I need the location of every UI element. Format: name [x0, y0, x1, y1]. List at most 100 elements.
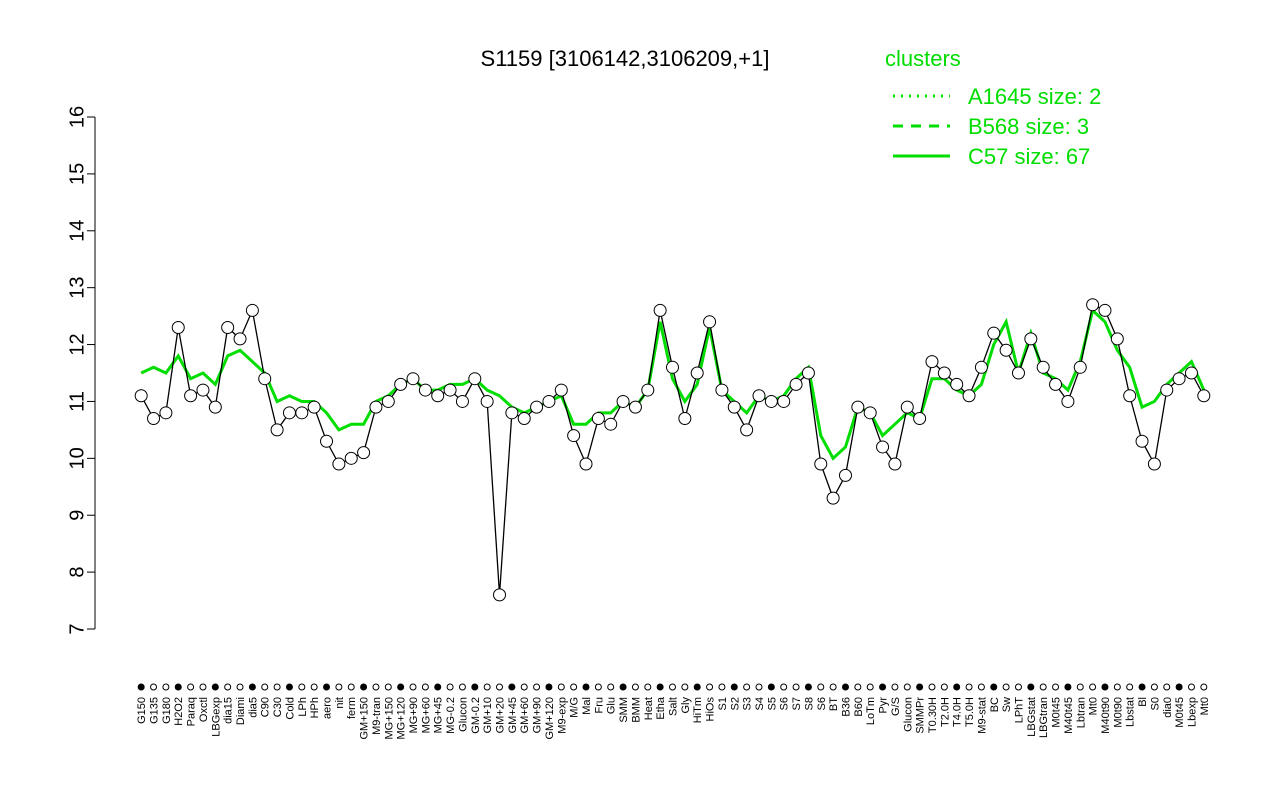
x-tick-label: aero: [322, 697, 334, 719]
data-point: [530, 400, 544, 414]
x-tick-label: S2: [729, 697, 741, 710]
x-tick-label: LBGexp: [210, 697, 222, 737]
y-tick-label: 11: [66, 391, 88, 412]
data-point: [332, 457, 346, 471]
x-tick-label: Lbexp: [1186, 697, 1198, 727]
x-marker: [693, 683, 701, 691]
data-point: [616, 394, 630, 408]
x-tick-label: Etha: [655, 696, 667, 720]
chart-title: S1159 [3106142,3106209,+1]: [481, 46, 770, 71]
x-tick-label: Fru: [593, 697, 605, 714]
x-marker: [891, 683, 899, 691]
x-marker: [1039, 683, 1047, 691]
x-marker: [211, 683, 219, 691]
cluster-line: [140, 307, 1206, 461]
x-marker: [607, 683, 615, 691]
x-tick-label: S6: [779, 697, 791, 710]
x-marker: [916, 683, 924, 691]
x-tick-label: GM+150: [359, 697, 371, 740]
data-point: [1061, 394, 1075, 408]
legend-title: clusters: [885, 46, 961, 71]
y-tick-label: 12: [66, 333, 88, 355]
x-marker: [1175, 683, 1183, 691]
x-tick-label: MG+120: [396, 697, 408, 740]
x-tick-label: M40t45: [1063, 697, 1075, 734]
data-point: [703, 315, 717, 329]
data-point: [1147, 457, 1161, 471]
data-point: [579, 457, 593, 471]
x-marker: [1187, 683, 1195, 691]
x-tick-label: Glucon: [457, 697, 469, 732]
data-point: [270, 423, 284, 437]
data-point: [208, 400, 222, 414]
x-tick-label: B60: [853, 697, 865, 717]
x-marker: [644, 683, 652, 691]
x-marker: [384, 683, 392, 691]
data-line: [140, 303, 1205, 595]
x-tick-label: Lbstat: [1125, 697, 1137, 727]
data-point: [357, 446, 371, 460]
y-tick-label: 10: [66, 447, 88, 469]
x-marker: [1150, 683, 1158, 691]
data-point: [431, 389, 445, 403]
x-marker: [669, 683, 676, 691]
x-marker: [261, 683, 269, 691]
x-tick-label: MG+150: [383, 697, 395, 740]
y-tick-label: 14: [66, 220, 88, 242]
x-tick-label: M0t45: [1051, 697, 1063, 728]
x-marker: [1052, 683, 1060, 691]
x-marker: [409, 683, 417, 691]
x-marker: [285, 683, 293, 691]
data-point: [690, 366, 704, 380]
x-marker: [619, 683, 627, 691]
x-marker: [162, 683, 170, 691]
data-point: [344, 451, 358, 465]
data-point: [752, 389, 766, 403]
x-marker: [928, 683, 936, 691]
x-tick-label: S7: [791, 697, 803, 710]
x-tick-label: HPh: [309, 697, 321, 718]
x-marker: [792, 683, 800, 691]
data-point: [641, 383, 655, 397]
data-point: [1036, 360, 1050, 374]
data-point: [1123, 389, 1137, 403]
x-marker: [397, 683, 405, 691]
x-tick-label: S8: [803, 697, 815, 710]
data-point: [666, 360, 679, 374]
x-marker: [879, 683, 887, 691]
data-point: [159, 406, 173, 420]
data-point: [814, 457, 828, 471]
x-marker: [360, 683, 368, 691]
x-tick-label: dia0: [1162, 697, 1174, 718]
data-point: [567, 429, 581, 443]
data-point: [715, 383, 729, 397]
x-tick-label: Bl: [1137, 697, 1149, 707]
x-marker: [755, 683, 763, 691]
x-tick-label: BT: [828, 697, 840, 711]
x-tick-label: SMM: [618, 697, 630, 723]
data-point: [554, 383, 568, 397]
x-tick-label: S0: [1149, 697, 1161, 710]
data-point: [999, 343, 1013, 357]
y-tick-label: 15: [66, 163, 88, 185]
x-tick-label: M9-stat: [976, 697, 988, 734]
x-tick-label: LBGtran: [1038, 697, 1050, 738]
x-tick-label: HiTm: [692, 697, 704, 723]
x-marker: [841, 683, 849, 691]
x-marker: [953, 683, 961, 691]
x-marker: [471, 683, 479, 691]
data-point: [505, 406, 519, 420]
x-tick-label: Pyr: [878, 697, 890, 714]
data-point: [863, 406, 877, 420]
x-marker: [557, 683, 565, 691]
x-marker: [1163, 683, 1171, 691]
data-point: [801, 366, 815, 380]
x-tick-label: M40t90: [1100, 697, 1112, 734]
data-point: [740, 423, 754, 437]
x-tick-label: Mt0: [1088, 697, 1100, 715]
x-tick-label: BC: [989, 697, 1001, 712]
x-tick-label: T4.0H: [952, 697, 964, 727]
data-point: [974, 360, 988, 374]
x-marker: [829, 683, 837, 691]
x-tick-label: Gly: [680, 697, 692, 714]
